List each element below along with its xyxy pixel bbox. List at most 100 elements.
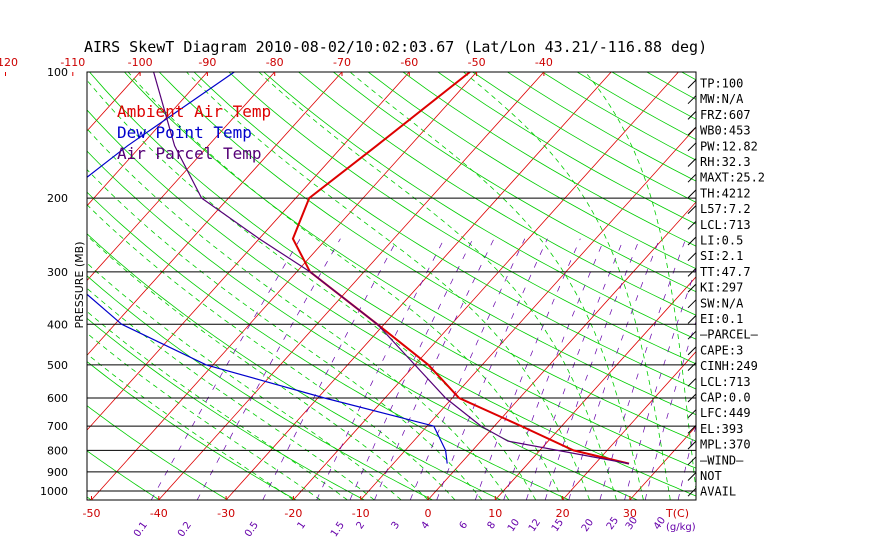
dry-adiabat-line <box>158 72 696 416</box>
index-tick <box>687 158 697 167</box>
mixing-ratio-tick-label: 1.5 <box>329 520 347 539</box>
index-item: MAXT:25.2 <box>700 171 765 185</box>
index-item: CAPE:3 <box>700 343 743 357</box>
dry-adiabat-line <box>298 72 696 316</box>
pressure-tick-label: 1000 <box>40 485 68 498</box>
y-axis-label: PRESSURE (MB) <box>73 242 86 329</box>
isotherm-line <box>360 126 696 500</box>
index-tick <box>687 362 697 371</box>
index-item: WB0:453 <box>700 124 751 138</box>
dry-adiabat-line <box>87 150 638 500</box>
bottom-temp-tick-label: -40 <box>150 507 168 520</box>
plot-frame <box>86 71 697 501</box>
index-item: TP:100 <box>700 77 743 91</box>
legend-item-dew-point-temp: Dew Point Temp <box>117 123 252 142</box>
top-temp-tick-label: -40 <box>535 56 553 69</box>
index-tick <box>687 330 697 340</box>
sounding-series <box>87 72 630 465</box>
series-line-dew-point-temp <box>87 72 448 464</box>
mixing-ratio-line <box>349 238 474 500</box>
bottom-temp-tick-label: -20 <box>284 507 302 520</box>
dry-adiabat-line <box>856 72 870 500</box>
index-item: TT:47.7 <box>700 265 751 279</box>
mixing-ratio-tick-label: 8 <box>486 520 499 532</box>
moist-adiabat-line <box>87 287 375 500</box>
dry-adiabat-line <box>228 72 696 365</box>
index-tick <box>687 283 697 293</box>
mixing-ratio-tick-label: 2 <box>355 520 368 532</box>
index-item: LCL:713 <box>700 375 751 389</box>
pressure-tick-label: 100 <box>47 66 68 79</box>
dry-adiabat-line <box>89 72 696 469</box>
dry-adiabat-line <box>437 72 696 225</box>
top-temp-tick-label: -90 <box>198 56 216 69</box>
index-item: —WIND— <box>700 453 744 467</box>
bottom-temp-tick-label: 30 <box>623 507 637 520</box>
legend-item-air-parcel-temp: Air Parcel Temp <box>117 144 262 163</box>
mixing-ratio-line <box>409 238 526 500</box>
x-axis-unit-label: T(C) <box>665 507 689 520</box>
moist-adiabat-line <box>349 72 644 500</box>
isotherm-line <box>629 425 696 500</box>
dry-adiabat-line <box>367 72 696 270</box>
dry-adiabat-line <box>87 191 569 500</box>
index-item: EL:393 <box>700 422 743 436</box>
index-item: PW:12.82 <box>700 139 758 153</box>
pressure-tick-label: 200 <box>47 192 68 205</box>
index-tick <box>687 425 697 434</box>
pressure-tick-label: 700 <box>47 420 68 433</box>
index-item: LI:0.5 <box>700 234 743 248</box>
index-tick <box>687 111 697 120</box>
moist-adiabat-line <box>87 169 483 500</box>
bottom-temp-tick-label: 10 <box>488 507 502 520</box>
moist-adiabat-line <box>127 72 563 500</box>
mixing-ratio-tick-label: 20 <box>580 517 596 534</box>
mixing-ratio-line <box>436 238 548 500</box>
index-item: RH:32.3 <box>700 155 751 169</box>
dry-adiabat-line <box>751 72 870 500</box>
moist-adiabat-line <box>463 72 671 500</box>
dry-adiabat-line <box>87 275 433 500</box>
mixing-ratio-tick-label: 0.1 <box>132 520 150 539</box>
index-item: SW:N/A <box>700 296 744 310</box>
top-temp-tick-label: -80 <box>266 56 284 69</box>
isotherm-line <box>87 72 276 282</box>
pressure-tick-label: 500 <box>47 359 68 372</box>
index-tick <box>687 205 697 214</box>
index-tick <box>687 236 697 246</box>
isotherm-line <box>87 72 208 207</box>
index-item: MPL:370 <box>700 438 751 452</box>
dry-adiabat-line <box>87 109 696 497</box>
isotherm-line <box>0 31 42 508</box>
index-tick <box>687 142 697 152</box>
index-item: L57:7.2 <box>700 202 751 216</box>
index-tick <box>687 79 697 89</box>
index-item: —PARCEL— <box>700 328 759 342</box>
index-tick <box>687 440 697 450</box>
index-tick <box>687 346 697 356</box>
bottom-temp-tick-label: -50 <box>83 507 101 520</box>
dry-adiabat-line <box>646 72 696 100</box>
series-line-ambient-air-temp <box>291 72 630 465</box>
index-item: CINH:249 <box>700 359 758 373</box>
bottom-temp-tick-label: -10 <box>352 507 370 520</box>
dry-adiabat-line <box>87 361 297 500</box>
isobar-lines <box>87 71 696 492</box>
index-item: TH:4212 <box>700 186 751 200</box>
index-item: CAP:0.0 <box>700 391 751 405</box>
moist-adiabat-lines <box>87 72 696 500</box>
bottom-temp-tick-label: 0 <box>425 507 432 520</box>
top-temp-tick-label: -70 <box>333 56 351 69</box>
index-tick <box>687 409 697 419</box>
pressure-tick-label: 300 <box>47 266 68 279</box>
pressure-tick-label: 800 <box>47 444 68 457</box>
isotherm-line <box>494 276 696 500</box>
dry-adiabat-line <box>333 72 696 293</box>
axis-ticks: 1002003004005006007008009001000-120-110-… <box>0 56 668 539</box>
index-tick <box>687 252 697 262</box>
dry-adiabat-line <box>507 72 696 182</box>
top-temp-tick-label: -100 <box>128 56 153 69</box>
moist-adiabat-line <box>87 353 294 500</box>
mixing-ratio-line <box>316 238 445 500</box>
